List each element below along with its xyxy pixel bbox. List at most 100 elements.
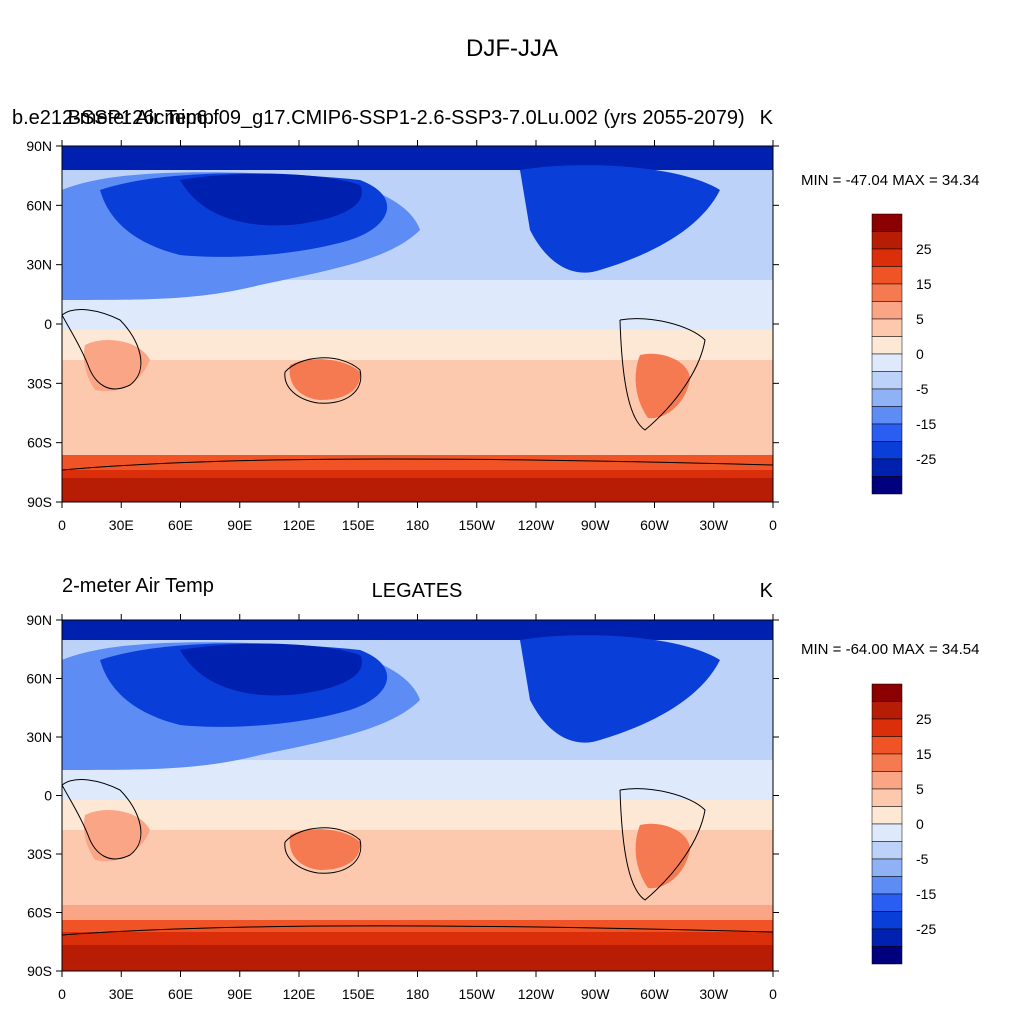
panel-left-label: 2-meter Air Temp [62, 107, 214, 129]
lat-tick-label: 30S [27, 846, 52, 862]
africa-warm [83, 340, 150, 392]
lon-tick-label: 60E [168, 517, 193, 533]
band-south-warmer [62, 905, 773, 920]
lon-tick-label: 150E [342, 986, 375, 1002]
colorbar-box [871, 301, 903, 320]
colorbar-box [871, 701, 903, 720]
colorbar-box [871, 736, 903, 755]
lon-tick-label: 30W [699, 517, 729, 533]
lat-tick-label: 90S [27, 494, 52, 510]
lon-tick-label: 150E [342, 517, 375, 533]
colorbar-label: 15 [916, 276, 932, 292]
lon-tick-label: 90W [581, 986, 611, 1002]
lon-tick-label: 120E [283, 517, 316, 533]
colorbar-box [871, 318, 903, 337]
colorbar-box [871, 458, 903, 477]
colorbar-box [871, 283, 903, 302]
australia-hot [289, 359, 361, 400]
lon-tick-label: 120W [518, 986, 555, 1002]
colorbar-box [871, 718, 903, 737]
panel-left-label: 2-meter Air Temp [62, 575, 214, 597]
colorbar-box [871, 788, 903, 807]
africa-warm [83, 810, 150, 862]
colorbar-label: 0 [916, 346, 924, 362]
lon-tick-label: 120E [283, 986, 316, 1002]
lat-axis-bottom: 90N 60N 30N 0 30S 60S 90S [26, 612, 779, 979]
lat-tick-label: 60S [27, 435, 52, 451]
colorbar-label: 25 [916, 241, 932, 257]
figure-title: DJF-JJA [466, 35, 558, 62]
colorbar-top: 25 15 5 0 -5 -15 -25 [871, 213, 936, 495]
colorbar-label: 5 [916, 781, 924, 797]
panel-center-label: LEGATES [372, 580, 463, 602]
lat-tick-label: 90S [27, 963, 52, 979]
lat-tick-label: 30N [26, 729, 52, 745]
colorbar-label: -15 [916, 886, 936, 902]
lon-tick-label: 120W [518, 517, 555, 533]
colorbar-box [871, 911, 903, 930]
lat-tick-label: 60N [26, 197, 52, 213]
colorbar-box [871, 213, 903, 232]
colorbar-bottom: 25 15 5 0 -5 -15 -25 [871, 683, 936, 965]
lon-tick-label: 60W [640, 517, 670, 533]
map-field-top [62, 146, 773, 502]
lat-tick-label: 30N [26, 257, 52, 273]
northamerica-cold [520, 165, 720, 273]
minmax-label: MIN = -64.00 MAX = 34.54 [801, 641, 979, 658]
colorbar-box [871, 266, 903, 285]
colorbar-label: 25 [916, 711, 932, 727]
lon-tick-label: 180 [406, 517, 430, 533]
lon-tick-label: 0 [769, 986, 777, 1002]
lon-axis-top: 0 30E 60E 90E 120E 150E 180 150W 120W 90W 60W 30W 0 [58, 140, 777, 533]
southamerica-hot [635, 353, 690, 419]
colorbar-label: -5 [916, 381, 929, 397]
panel-center-label: b.e21.BSSP126cmip6.f09_g17.CMIP6-SSP1-2.… [12, 107, 745, 129]
colorbar-box [871, 928, 903, 947]
colorbar-label: 5 [916, 311, 924, 327]
band-south-hot [62, 455, 773, 470]
panel-bottom: 90N 60N 30N 0 30S 60S 90S 0 30E 60E 90E 120E 150E 18… [26, 575, 979, 1002]
lat-tick-label: 60N [26, 671, 52, 687]
lon-tick-label: 150W [458, 986, 495, 1002]
southamerica-hot [635, 823, 690, 889]
colorbar-label: -5 [916, 851, 929, 867]
band-north-polar [62, 146, 773, 170]
lon-tick-label: 90E [227, 517, 252, 533]
colorbar-label: -15 [916, 416, 936, 432]
colorbar-label: -25 [916, 451, 936, 467]
australia-hot [289, 829, 361, 870]
colorbar-box [871, 231, 903, 250]
lat-tick-label: 60S [27, 905, 52, 921]
colorbar-box [871, 753, 903, 772]
colorbar-box [871, 423, 903, 442]
band-south-hottest [62, 945, 773, 971]
lat-tick-label: 0 [44, 316, 52, 332]
lon-tick-label: 150W [458, 517, 495, 533]
colorbar-box [871, 946, 903, 965]
colorbar-box [871, 893, 903, 912]
lon-tick-label: 90W [581, 517, 611, 533]
band-north-polar [62, 620, 773, 640]
colorbar-box [871, 248, 903, 267]
band-south-hottest [62, 478, 773, 502]
lat-tick-label: 30S [27, 375, 52, 391]
panel-units-label: K [760, 580, 774, 602]
colorbar-label: 15 [916, 746, 932, 762]
colorbar-box [871, 806, 903, 825]
colorbar-box [871, 683, 903, 702]
lon-tick-label: 0 [58, 517, 66, 533]
panel-units-label: K [760, 107, 774, 129]
northamerica-cold [520, 635, 720, 743]
colorbar-box [871, 388, 903, 407]
colorbar-label: 0 [916, 816, 924, 832]
colorbar-box [871, 771, 903, 790]
colorbar-box [871, 476, 903, 495]
coastlines-top [62, 309, 773, 471]
colorbar-box [871, 841, 903, 860]
colorbar-label: -25 [916, 921, 936, 937]
colorbar-box [871, 406, 903, 425]
lon-tick-label: 60W [640, 986, 670, 1002]
lon-tick-label: 90E [227, 986, 252, 1002]
colorbar-box [871, 441, 903, 460]
